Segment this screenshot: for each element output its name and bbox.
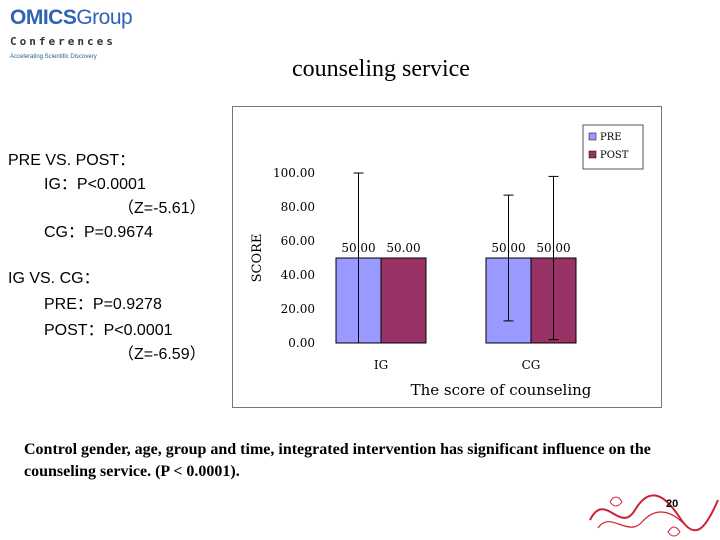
stats-line: PRE VS. POST： [8, 152, 136, 169]
legend-swatch-post [588, 150, 597, 159]
x-axis-title: The score of counseling [411, 381, 592, 399]
stats-line: CG：P=0.9674 [44, 224, 153, 241]
stats-line: IG VS. CG： [8, 270, 100, 287]
slide-title: counseling service [292, 56, 470, 82]
y-tick-label: 100.00 [273, 166, 315, 180]
caption: Control gender, age, group and time, int… [24, 441, 651, 480]
y-axis-label: SCORE [250, 234, 265, 283]
stats-line: PRE：P=0.9278 [44, 296, 162, 313]
logo-subtitle: Conferences [10, 35, 116, 48]
y-tick-label: 80.00 [281, 200, 315, 214]
stats-line: POST：P<0.0001 [44, 322, 173, 339]
legend-swatch-pre [588, 132, 597, 141]
x-tick-label: IG [374, 358, 388, 372]
bar-post-ig [380, 257, 427, 344]
page-number: 20 [666, 498, 679, 510]
y-tick-label: 20.00 [281, 302, 315, 316]
legend-box [582, 124, 644, 170]
bar-chart: 0.00 20.00 40.00 60.00 80.00 100.00 SCORE 50.00… [250, 124, 644, 399]
x-tick-label: CG [522, 358, 541, 372]
data-label: 50.00 [386, 241, 420, 255]
legend-label: PRE [600, 132, 622, 143]
logo-brand: OMICSGroup [10, 6, 133, 29]
stats-line: IG：P<0.0001 [44, 176, 146, 193]
y-tick-label: 60.00 [281, 234, 315, 248]
chart-frame: 0.00 20.00 40.00 60.00 80.00 100.00 SCORE 50.00… [232, 106, 662, 408]
omics-logo: OMICSGroup Conferences Accelerating Scie… [6, 4, 133, 66]
legend-label: POST [600, 150, 629, 161]
y-tick-label: 40.00 [281, 268, 315, 282]
ribbon-decoration [589, 494, 719, 537]
y-tick-label: 0.00 [288, 336, 315, 350]
stats-line: （Z=-5.61） [118, 200, 206, 217]
logo-tagline: Accelerating Scientific Discovery [10, 54, 97, 60]
stats-line: （Z=-6.59） [118, 346, 206, 363]
